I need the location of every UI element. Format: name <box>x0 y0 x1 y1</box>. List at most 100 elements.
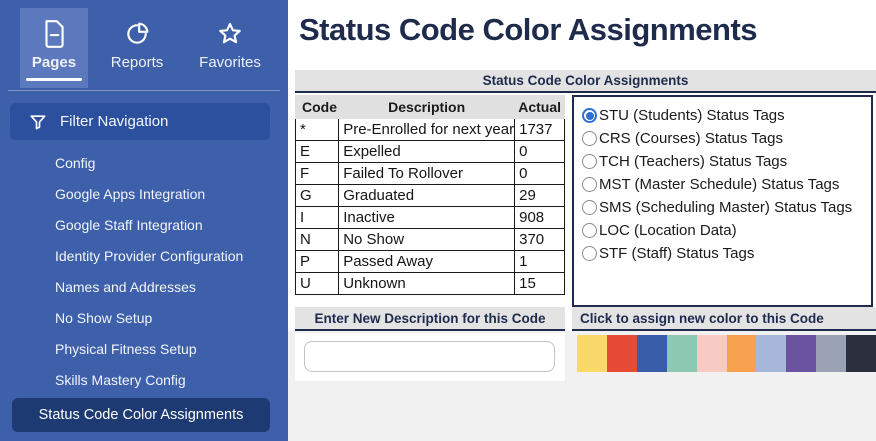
sidebar-item-google-staff-integration[interactable]: Google Staff Integration <box>55 217 203 233</box>
cell-description[interactable]: Inactive <box>338 206 516 229</box>
radio-label: CRS (Courses) Status Tags <box>599 130 783 147</box>
radio-label: STU (Students) Status Tags <box>599 107 785 124</box>
status-code-table: Code Description Actual * Pre-Enrolled f… <box>294 95 565 295</box>
cell-code[interactable]: E <box>294 140 340 163</box>
table-row[interactable]: U Unknown 15 <box>294 272 565 295</box>
cell-code[interactable]: I <box>294 206 340 229</box>
table-row[interactable]: E Expelled 0 <box>294 140 565 163</box>
star-icon <box>217 18 243 50</box>
col-header-description: Description <box>338 95 516 119</box>
description-input-panel <box>295 333 565 381</box>
cell-description[interactable]: No Show <box>338 228 516 251</box>
tab-pages-label: Pages <box>31 54 77 71</box>
color-swatch-strip <box>577 335 876 372</box>
color-swatch-periwinkle[interactable] <box>756 335 787 372</box>
sidebar-separator <box>8 90 280 91</box>
table-row[interactable]: I Inactive 908 <box>294 206 565 229</box>
cell-description[interactable]: Pre-Enrolled for next year <box>338 118 516 141</box>
radio-label: STF (Staff) Status Tags <box>599 245 755 262</box>
status-tags-radio-group: STU (Students) Status Tags CRS (Courses)… <box>572 95 873 307</box>
color-swatch-dark-navy[interactable] <box>846 335 876 372</box>
sidebar-item-identity-provider-configuration[interactable]: Identity Provider Configuration <box>55 248 244 264</box>
col-header-code: Code <box>294 95 340 119</box>
color-swatch-yellow[interactable] <box>577 335 607 372</box>
cell-actual: 908 <box>514 206 565 229</box>
radio-icon[interactable] <box>582 223 597 238</box>
cell-description[interactable]: Passed Away <box>338 250 516 273</box>
cell-code[interactable]: U <box>294 272 340 295</box>
sidebar-item-no-show-setup[interactable]: No Show Setup <box>55 310 153 326</box>
sidebar-item-names-and-addresses[interactable]: Names and Addresses <box>55 279 196 295</box>
page-title: Status Code Color Assignments <box>299 12 758 47</box>
color-swatch-orange[interactable] <box>726 335 757 372</box>
radio-icon[interactable] <box>582 200 597 215</box>
cell-code[interactable]: P <box>294 250 340 273</box>
cell-actual: 0 <box>514 140 565 163</box>
document-icon <box>41 18 67 50</box>
cell-actual: 15 <box>514 272 565 295</box>
radio-icon[interactable] <box>582 177 597 192</box>
radio-icon[interactable] <box>582 246 597 261</box>
col-header-actual: Actual <box>514 95 565 119</box>
radio-stu-students[interactable]: STU (Students) Status Tags <box>574 104 871 127</box>
radio-selected-icon[interactable] <box>582 108 597 123</box>
table-row[interactable]: N No Show 370 <box>294 228 565 251</box>
cell-code[interactable]: F <box>294 162 340 185</box>
radio-mst-master-schedule[interactable]: MST (Master Schedule) Status Tags <box>574 173 871 196</box>
cell-description[interactable]: Expelled <box>338 140 516 163</box>
assign-color-bar: Click to assign new color to this Code <box>572 307 876 331</box>
cell-code[interactable]: * <box>294 118 340 141</box>
cell-description[interactable]: Unknown <box>338 272 516 295</box>
sidebar-item-status-code-color-assignments[interactable]: Status Code Color Assignments <box>12 398 270 432</box>
color-swatch-pink[interactable] <box>696 335 727 372</box>
panel-header: Status Code Color Assignments <box>295 70 876 93</box>
table-row[interactable]: * Pre-Enrolled for next year 1737 <box>294 118 565 141</box>
radio-label: LOC (Location Data) <box>599 222 737 239</box>
color-swatch-red[interactable] <box>606 335 637 372</box>
tab-reports-label: Reports <box>110 54 164 71</box>
sidebar-item-physical-fitness-setup[interactable]: Physical Fitness Setup <box>55 341 197 357</box>
cell-code[interactable]: N <box>294 228 340 251</box>
radio-stf-staff[interactable]: STF (Staff) Status Tags <box>574 242 871 265</box>
radio-label: SMS (Scheduling Master) Status Tags <box>599 199 853 216</box>
cell-actual: 1737 <box>514 118 565 141</box>
sidebar: Pages Reports Favorites <box>0 0 288 441</box>
radio-sms-scheduling-master[interactable]: SMS (Scheduling Master) Status Tags <box>574 196 871 219</box>
radio-label: MST (Master Schedule) Status Tags <box>599 176 840 193</box>
table-header-row: Code Description Actual <box>294 95 565 119</box>
sidebar-item-google-apps-integration[interactable]: Google Apps Integration <box>55 186 206 202</box>
tab-favorites[interactable]: Favorites <box>184 8 276 88</box>
radio-icon[interactable] <box>582 131 597 146</box>
cell-description[interactable]: Graduated <box>338 184 516 207</box>
color-swatch-purple[interactable] <box>786 335 817 372</box>
pie-chart-icon <box>124 18 150 50</box>
table-row[interactable]: G Graduated 29 <box>294 184 565 207</box>
tab-pages[interactable]: Pages <box>20 8 88 88</box>
cell-actual: 370 <box>514 228 565 251</box>
cell-code[interactable]: G <box>294 184 340 207</box>
funnel-icon <box>28 112 48 132</box>
table-row[interactable]: F Failed To Rollover 0 <box>294 162 565 185</box>
radio-loc-location-data[interactable]: LOC (Location Data) <box>574 219 871 242</box>
new-description-input[interactable] <box>304 341 555 372</box>
radio-icon[interactable] <box>582 154 597 169</box>
sidebar-item-config[interactable]: Config <box>55 155 96 171</box>
active-tab-underline <box>26 78 82 81</box>
cell-actual: 1 <box>514 250 565 273</box>
table-row[interactable]: P Passed Away 1 <box>294 250 565 273</box>
radio-label: TCH (Teachers) Status Tags <box>599 153 788 170</box>
tab-reports[interactable]: Reports <box>96 8 178 88</box>
color-swatch-green[interactable] <box>666 335 697 372</box>
color-swatch-gray[interactable] <box>816 335 847 372</box>
cell-description[interactable]: Failed To Rollover <box>338 162 516 185</box>
filter-navigation-button[interactable]: Filter Navigation <box>10 103 270 140</box>
filter-navigation-label: Filter Navigation <box>60 113 169 130</box>
radio-tch-teachers[interactable]: TCH (Teachers) Status Tags <box>574 150 871 173</box>
tab-favorites-label: Favorites <box>199 54 261 71</box>
color-swatch-blue[interactable] <box>636 335 667 372</box>
cell-actual: 0 <box>514 162 565 185</box>
sidebar-item-skills-mastery-config[interactable]: Skills Mastery Config <box>55 372 186 388</box>
cell-actual: 29 <box>514 184 565 207</box>
radio-crs-courses[interactable]: CRS (Courses) Status Tags <box>574 127 871 150</box>
